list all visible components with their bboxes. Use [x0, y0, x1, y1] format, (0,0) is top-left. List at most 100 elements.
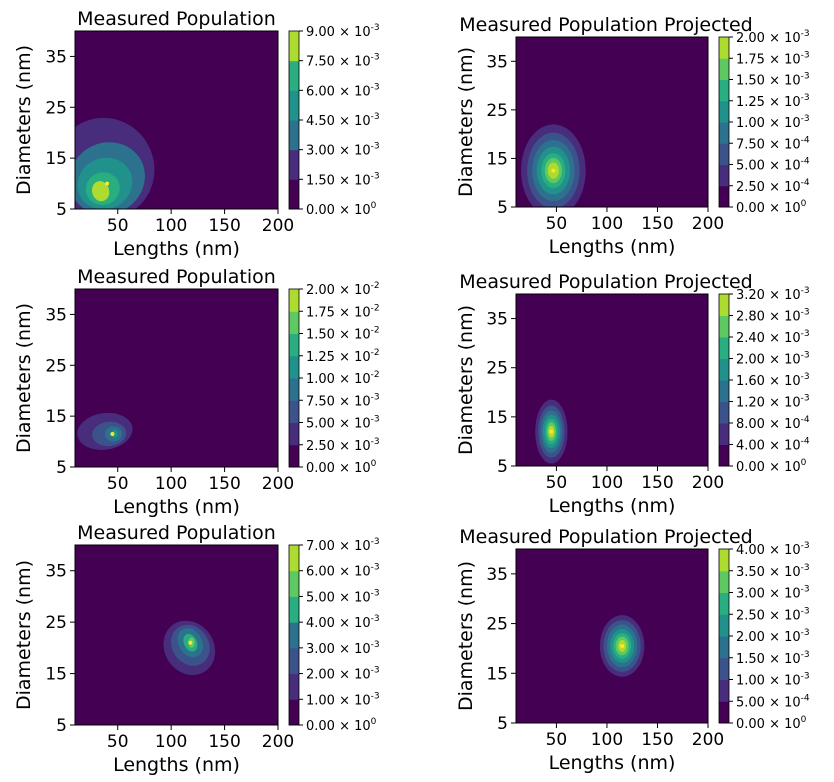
y-tick-label: 25: [486, 615, 508, 635]
y-tick-label: 5: [497, 457, 508, 477]
colorbar-tick-label: 1.50 × 10-3: [736, 650, 810, 667]
colorbar-tick-label: 0.00 × 100: [736, 199, 807, 216]
colorbar-segment: [289, 699, 299, 726]
chart-title: Measured Population: [77, 522, 276, 544]
colorbar: 0.00 × 100 2.50 × 10-3 5.00 × 10-3 7.50 × 1…: [288, 281, 380, 476]
colorbar-tick-label: 7.50 × 10-4: [736, 135, 810, 152]
colorbar-segment: [289, 378, 299, 401]
y-tick-label: 25: [45, 356, 67, 376]
colorbar-tick-label: 0.00 × 100: [306, 459, 377, 476]
x-tick-label: 200: [262, 732, 294, 752]
colorbar-segment: [719, 185, 729, 208]
colorbar-segment: [289, 444, 299, 468]
plot-frame: [515, 293, 709, 467]
colorbar-segment: [719, 636, 729, 659]
x-tick-label: 200: [692, 473, 724, 493]
x-tick-label: 100: [591, 730, 623, 750]
colorbar-tick-label: 1.25 × 10-3: [736, 93, 810, 110]
colorbar-segment: [719, 657, 729, 680]
peak-point: [620, 643, 625, 648]
x-tick-label: 50: [107, 216, 129, 236]
colorbar-segment: [719, 701, 729, 724]
contour-fill: [75, 117, 155, 209]
x-tick-label: 50: [546, 730, 568, 750]
chart-title: Measured Population Projected: [459, 526, 752, 548]
colorbar-segment: [289, 596, 299, 623]
plot-frame: [515, 548, 709, 724]
chart-panel-3: 50 100 150 200 5 15 25 35 Measured Population Len…: [13, 266, 380, 518]
contour-fill: [77, 412, 133, 450]
colorbar-tick-label: 3.00 × 10-3: [736, 585, 810, 602]
x-tick-label: 100: [155, 216, 187, 236]
colorbar-segment: [719, 401, 729, 424]
colorbar-segment: [719, 679, 729, 702]
y-tick-label: 15: [45, 407, 67, 427]
colorbar-segment: [289, 400, 299, 423]
y-tick-label: 5: [497, 198, 508, 218]
x-tick-label: 100: [155, 474, 187, 494]
x-tick-label: 100: [591, 473, 623, 493]
colorbar-segment: [289, 673, 299, 700]
y-tick-label: 25: [45, 98, 67, 118]
colorbar-tick-label: 1.20 × 10-3: [736, 394, 810, 411]
colorbar-tick-label: 4.50 × 10-3: [306, 112, 380, 129]
plot-frame: [74, 544, 279, 726]
colorbar-tick-label: 5.00 × 10-3: [306, 415, 380, 432]
chart-panel-4: 50 100 150 200 5 15 25 35 Measured Population Pr…: [455, 271, 810, 517]
colorbar-tick-label: 1.25 × 10-2: [306, 348, 380, 365]
colorbar-tick-label: 6.00 × 10-3: [306, 563, 380, 580]
y-axis-label: Diameters (nm): [455, 47, 477, 197]
x-axis-label: Lengths (nm): [113, 496, 240, 518]
colorbar-tick-label: 1.50 × 10-3: [736, 72, 810, 89]
colorbar-segment: [289, 647, 299, 675]
colorbar-segment: [719, 358, 729, 381]
colorbar-segment: [289, 545, 299, 572]
colorbar-segment: [719, 549, 729, 572]
colorbar-segment: [719, 337, 729, 359]
y-tick-label: 15: [486, 664, 508, 684]
colorbar-tick-label: 2.00 × 10-3: [736, 351, 810, 368]
colorbar-tick-label: 0.00 × 100: [306, 717, 377, 734]
colorbar-segment: [289, 570, 299, 597]
colorbar-tick-label: 1.75 × 10-2: [306, 303, 380, 320]
colorbar-tick-label: 7.00 × 10-3: [306, 537, 380, 554]
x-axis-label: Lengths (nm): [549, 752, 676, 774]
chart-panel-6: 50 100 150 200 5 15 25 35 Measured Population Pr…: [455, 526, 810, 774]
peak-point: [105, 181, 110, 186]
contour-fill: [521, 124, 586, 207]
y-tick-label: 35: [45, 47, 67, 67]
colorbar-tick-label: 1.75 × 10-3: [736, 50, 810, 67]
colorbar-segment: [719, 380, 729, 402]
x-axis-label: Lengths (nm): [549, 236, 676, 258]
colorbar-tick-label: 7.50 × 10-3: [306, 392, 380, 409]
y-tick-label: 5: [497, 714, 508, 734]
colorbar-tick-label: 1.00 × 10-2: [306, 370, 380, 387]
colorbar-segment: [719, 294, 729, 316]
x-tick-label: 150: [641, 730, 673, 750]
colorbar-segment: [719, 423, 729, 445]
colorbar-tick-label: 1.60 × 10-3: [736, 372, 810, 389]
colorbar-segment: [719, 164, 729, 187]
colorbar-segment: [289, 149, 299, 180]
colorbar: 0.00 × 100 1.00 × 10-3 2.00 × 10-3 3.00 × 1…: [288, 537, 380, 734]
chart-title: Measured Population Projected: [459, 14, 752, 36]
x-tick-label: 200: [262, 474, 294, 494]
chart-panel-5: 50 100 150 200 5 15 25 35 Measured Population Len…: [13, 522, 380, 776]
contour-fill: [535, 399, 568, 464]
peak-point: [551, 168, 556, 173]
x-tick-label: 50: [546, 214, 568, 234]
colorbar-tick-label: 0.00 × 100: [736, 458, 807, 475]
colorbar-tick-label: 4.00 × 10-4: [736, 437, 810, 454]
colorbar-tick-label: 0.00 × 100: [736, 715, 807, 732]
y-axis-label: Diameters (nm): [13, 303, 35, 453]
colorbar-tick-label: 9.00 × 10-3: [306, 23, 380, 40]
colorbar-tick-label: 8.00 × 10-4: [736, 415, 810, 432]
y-tick-label: 15: [45, 665, 67, 685]
colorbar: 0.00 × 100 4.00 × 10-4 8.00 × 10-4 1.20 × 1…: [718, 286, 810, 475]
chart-title: Measured Population Projected: [459, 271, 752, 293]
colorbar-segment: [719, 37, 729, 59]
y-tick-label: 25: [45, 613, 67, 633]
y-tick-label: 25: [486, 101, 508, 121]
colorbar: 0.00 × 100 2.50 × 10-4 5.00 × 10-4 7.50 × 1…: [718, 29, 810, 216]
y-tick-label: 25: [486, 359, 508, 379]
